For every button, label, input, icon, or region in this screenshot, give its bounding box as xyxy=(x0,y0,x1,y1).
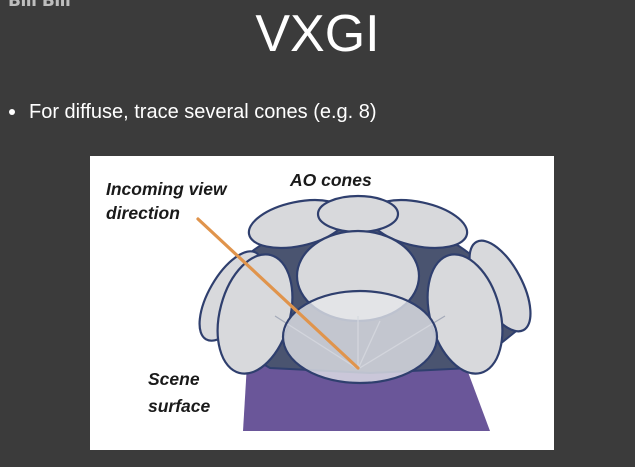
view-direction-ray xyxy=(196,217,360,370)
bullet-text: For diffuse, trace several cones (e.g. 8… xyxy=(29,101,377,123)
bullet-item: For diffuse, trace several cones (e.g. 8… xyxy=(0,98,377,126)
ao-cone-top-center xyxy=(316,194,400,234)
scene-surface-shape xyxy=(243,364,490,431)
vxgi-cone-tracing-figure: Incoming view direction AO cones Scene s… xyxy=(90,156,554,450)
bullet-list: For diffuse, trace several cones (e.g. 8… xyxy=(0,98,377,126)
label-scene: Scene xyxy=(148,369,200,389)
cone-diagram: Incoming view direction AO cones Scene s… xyxy=(106,170,532,431)
label-direction: direction xyxy=(106,203,180,223)
bilibili-watermark: Bili Bili xyxy=(8,0,71,11)
label-surface: surface xyxy=(148,396,211,416)
label-incoming-view: Incoming view xyxy=(106,179,228,199)
bullet-dot xyxy=(9,109,15,115)
label-ao-cones: AO cones xyxy=(289,170,372,190)
slide-title: VXGI xyxy=(255,5,380,63)
ao-cone-front xyxy=(281,289,439,385)
